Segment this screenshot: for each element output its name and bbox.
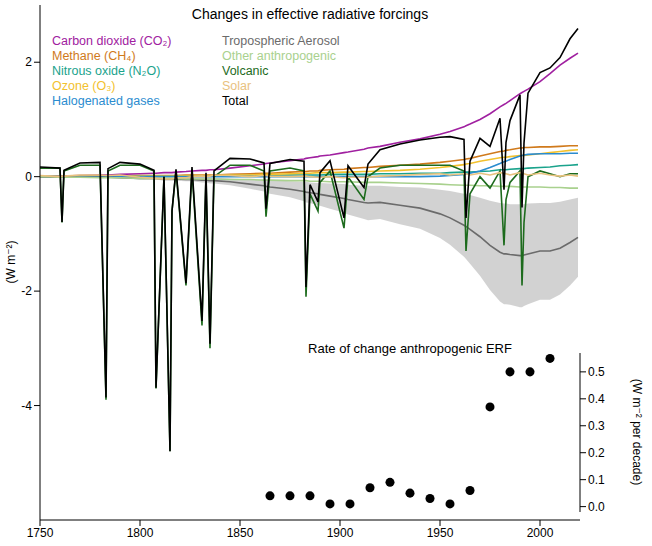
html-text:Total: Total	[222, 94, 249, 108]
svg-text:1900: 1900	[327, 526, 354, 540]
html-text:Rate of change anthropogenic E: Rate of change anthropogenic ERF	[308, 341, 512, 356]
svg-text:1750: 1750	[27, 526, 54, 540]
svg-text:0: 0	[25, 170, 32, 184]
svg-text:1800: 1800	[127, 526, 154, 540]
svg-text:0.4: 0.4	[588, 392, 605, 406]
svg-text:2: 2	[25, 55, 32, 69]
html-text:Tropospheric Aerosol: Tropospheric Aerosol	[222, 34, 340, 48]
svg-text:1950: 1950	[427, 526, 454, 540]
html-text:Nitrous oxide (N₂O): Nitrous oxide (N₂O)	[52, 64, 161, 78]
html-text:Carbon dioxide (CO₂): Carbon dioxide (CO₂)	[52, 34, 172, 48]
html-text:Other anthropogenic: Other anthropogenic	[222, 49, 336, 63]
svg-text:0.3: 0.3	[588, 419, 605, 433]
svg-text:0.5: 0.5	[588, 365, 605, 379]
svg-text:2000: 2000	[527, 526, 554, 540]
html-text:Ozone (O₃): Ozone (O₃)	[52, 79, 116, 93]
svg-text:1850: 1850	[227, 526, 254, 540]
svg-text:0.0: 0.0	[588, 500, 605, 514]
svg-text:0.1: 0.1	[588, 473, 605, 487]
svg-text:-4: -4	[21, 399, 32, 413]
svg-text:0.2: 0.2	[588, 446, 605, 460]
html-text:Methane (CH₄): Methane (CH₄)	[52, 49, 136, 63]
html-text:Halogenated gases: Halogenated gases	[52, 94, 160, 108]
svg-text:-2: -2	[21, 284, 32, 298]
html-text:Volcanic: Volcanic	[222, 64, 269, 78]
html-text:(W m⁻² per decade): (W m⁻² per decade)	[630, 378, 644, 486]
html-text:Changes in effective radiative: Changes in effective radiative forcings	[191, 6, 429, 22]
html-text:(W m⁻²): (W m⁻²)	[4, 240, 18, 284]
html-text:Solar: Solar	[222, 79, 252, 93]
